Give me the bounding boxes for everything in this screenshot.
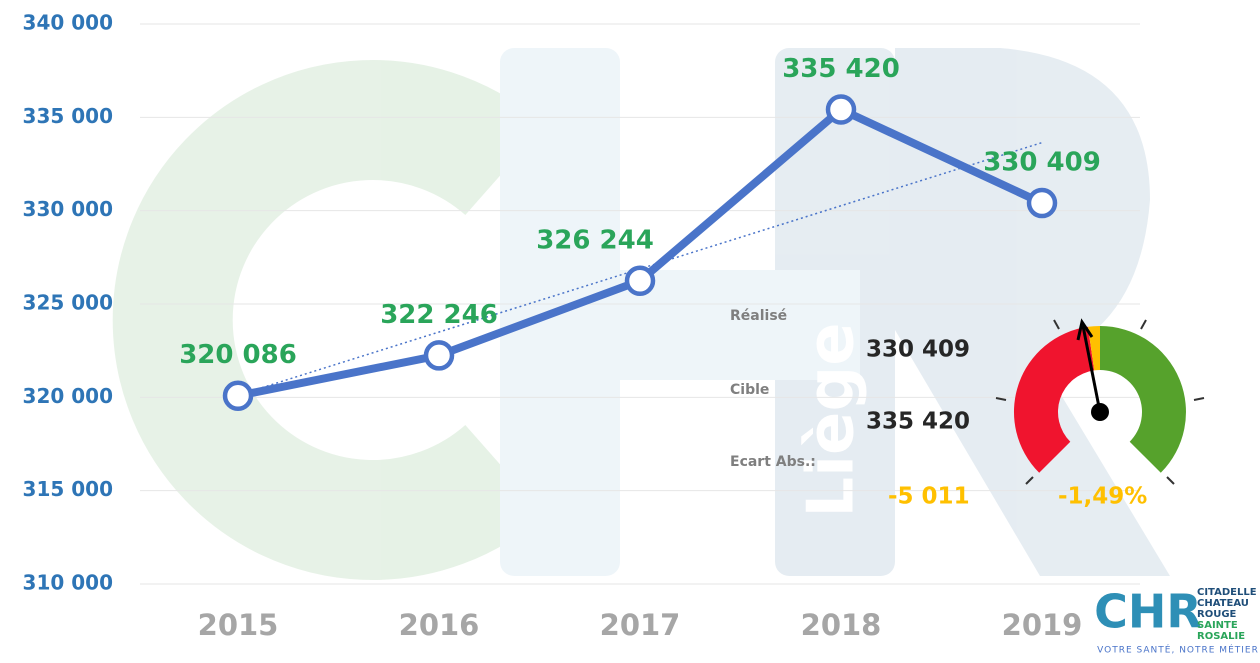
logo-line: ROUGE bbox=[1197, 609, 1237, 620]
kpi-value: 330 409 bbox=[866, 337, 970, 363]
x-tick-label: 2017 bbox=[600, 608, 681, 642]
data-label: 326 244 bbox=[536, 225, 654, 255]
chart: Liège 310 000 315 000 320 000 325 000 330 00… bbox=[0, 0, 1260, 659]
kpi-label: Réalisé bbox=[730, 308, 787, 324]
data-label: 335 420 bbox=[782, 54, 900, 84]
logo-line: CHATEAU bbox=[1197, 598, 1249, 609]
logo-line: CITADELLE bbox=[1197, 587, 1257, 598]
y-tick-label: 330 000 bbox=[23, 197, 113, 221]
point bbox=[1029, 190, 1055, 216]
watermark-text: Liège bbox=[795, 322, 869, 517]
kpi-label: Cible bbox=[730, 382, 769, 398]
y-tick-label: 335 000 bbox=[23, 104, 113, 128]
data-label: 330 409 bbox=[983, 148, 1101, 178]
data-label: 322 246 bbox=[380, 300, 498, 330]
x-tick-label: 2018 bbox=[801, 608, 882, 642]
logo: CHR CITADELLE CHATEAU ROUGE SAINTE ROSAL… bbox=[1094, 585, 1259, 656]
point bbox=[426, 342, 452, 368]
point bbox=[225, 383, 251, 409]
y-tick-label: 340 000 bbox=[23, 11, 113, 35]
y-tick-label: 310 000 bbox=[23, 571, 113, 595]
gauge-green bbox=[1100, 326, 1186, 473]
y-tick-label: 325 000 bbox=[23, 291, 113, 315]
kpi-label: Ecart Abs.: bbox=[730, 454, 816, 470]
x-tick-label: 2019 bbox=[1002, 608, 1083, 642]
kpi-gap-pct: -1,49% bbox=[1058, 484, 1147, 510]
watermark: Liège bbox=[173, 48, 1170, 576]
kpi-value: 335 420 bbox=[866, 409, 970, 435]
point bbox=[828, 96, 854, 122]
logo-line: ROSALIE bbox=[1197, 631, 1245, 642]
y-tick-label: 315 000 bbox=[23, 477, 113, 501]
logo-mark: CHR bbox=[1094, 585, 1202, 639]
logo-line: SAINTE bbox=[1197, 620, 1238, 631]
data-label: 320 086 bbox=[179, 340, 297, 370]
x-tick-label: 2015 bbox=[198, 608, 279, 642]
gauge-hub bbox=[1091, 403, 1109, 421]
logo-tagline: VOTRE SANTÉ, NOTRE MÉTIER bbox=[1097, 644, 1259, 656]
x-tick-label: 2016 bbox=[399, 608, 480, 642]
point bbox=[627, 268, 653, 294]
y-tick-label: 320 000 bbox=[23, 384, 113, 408]
kpi-gap: -5 011 bbox=[888, 484, 970, 510]
